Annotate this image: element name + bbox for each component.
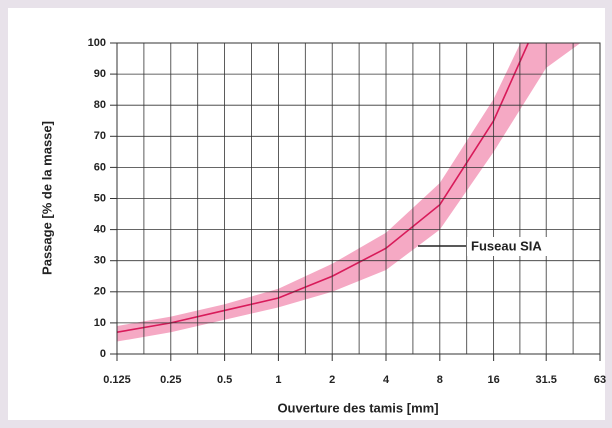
x-tick-label: 0.25 xyxy=(160,374,181,386)
x-tick-label: 1 xyxy=(275,374,281,386)
x-tick-label: 63 xyxy=(594,374,606,386)
annotation-bg xyxy=(467,237,565,256)
x-tick-label: 16 xyxy=(487,374,499,386)
x-tick-label: 0.125 xyxy=(103,374,131,386)
y-tick-label: 100 xyxy=(88,37,106,49)
band-label: Fuseau SIA xyxy=(471,238,542,253)
x-tick-label: 0.5 xyxy=(217,374,232,386)
y-tick-label: 50 xyxy=(94,192,106,204)
y-tick-label: 0 xyxy=(100,348,106,360)
plot-frame xyxy=(116,42,601,355)
y-tick-label: 70 xyxy=(94,130,106,142)
x-tick-label: 8 xyxy=(437,374,443,386)
y-tick-label: 80 xyxy=(94,99,106,111)
x-tick-label: 31.5 xyxy=(535,374,556,386)
x-axis-title: Ouverture des tamis [mm] xyxy=(277,400,438,415)
band-area xyxy=(117,43,581,342)
y-tick-label: 90 xyxy=(94,68,106,80)
y-tick-label: 60 xyxy=(94,161,106,173)
y-tick-label: 30 xyxy=(94,255,106,267)
x-tick-label: 2 xyxy=(329,374,335,386)
y-axis-title: Passage [% de la masse] xyxy=(39,121,54,275)
y-tick-label: 40 xyxy=(94,224,106,236)
x-tick-label: 4 xyxy=(383,374,390,386)
y-tick-label: 10 xyxy=(94,317,106,329)
y-tick-label: 20 xyxy=(94,286,106,298)
